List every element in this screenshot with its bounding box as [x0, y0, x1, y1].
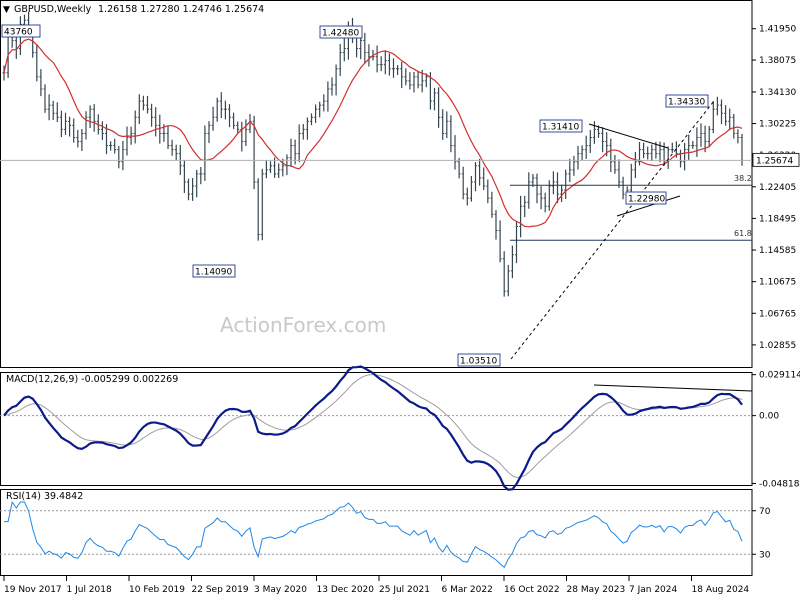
rsi-panel: [0, 500, 752, 569]
price-label-box: [319, 25, 363, 39]
price-tick-label: 1.10675: [759, 278, 796, 288]
macd-panel: [0, 365, 753, 491]
x-tick-label: 1 Jul 2018: [67, 585, 112, 595]
price-tick-label: 1.02855: [759, 341, 796, 351]
price-label-lbl_122980: 1.22980: [628, 195, 665, 205]
price-tick-label: 1.38075: [759, 56, 796, 66]
dashed-trendline: [510, 100, 715, 360]
chart-symbol: GBPUSD,Weekly: [14, 4, 92, 15]
x-tick-label: 13 Dec 2020: [317, 585, 375, 595]
panels: [0, 0, 753, 576]
price-label-lbl_131410: 1.31410: [542, 123, 579, 133]
price-tick-label: 1.18495: [759, 214, 796, 224]
rsi-label: RSI(14) 39.4842: [6, 491, 83, 502]
macd-tick-label: 0.029114: [759, 371, 800, 381]
rsi-tick-label: 70: [759, 507, 771, 517]
x-tick-label: 25 Jul 2021: [379, 585, 430, 595]
fib-382-label: 38.2: [734, 174, 752, 183]
watermark: ActionForex.com: [220, 313, 386, 337]
axes: 1.419501.380751.341301.302251.263201.224…: [3, 25, 800, 595]
price-label-box: [665, 94, 709, 108]
header-arrow-icon[interactable]: ▼: [3, 5, 10, 15]
x-tick-label: 18 Aug 2024: [692, 585, 750, 595]
price-label-lbl_114090: 1.14090: [195, 268, 232, 278]
price-label-box: [625, 191, 667, 205]
macd-label: MACD(12,26,9) -0.005299 0.002269: [6, 374, 178, 385]
price-tick-label: 1.34130: [759, 88, 796, 98]
rsi-line: [4, 500, 743, 569]
x-tick-label: 6 Mar 2022: [442, 585, 493, 595]
price-label-box: [192, 264, 236, 278]
price-label-box: [539, 119, 583, 133]
rsi-panel-frame: [0, 489, 753, 576]
moving-average-line: [3, 38, 743, 228]
x-tick-label: 3 May 2020: [254, 585, 307, 595]
price-label-box: [457, 353, 501, 367]
price-tick-label: 1.14585: [759, 246, 796, 256]
triangle-lower-line: [616, 195, 681, 217]
x-tick-label: 7 Jan 2024: [629, 585, 677, 595]
x-tick-label: 19 Nov 2017: [4, 585, 62, 595]
macd-panel-frame: [0, 372, 753, 486]
macd-tick-label: -0.048189: [759, 479, 800, 489]
price-tick-label: 1.30225: [759, 120, 796, 130]
rsi-tick-label: 30: [759, 550, 771, 560]
price-label-box: [1, 24, 41, 38]
fib-618-label: 61.8: [734, 229, 752, 238]
x-tick-label: 22 Sep 2019: [192, 585, 249, 595]
x-tick-label: 28 May 2023: [567, 585, 626, 595]
price-panel: 38.2 61.8 43760 1.42480 1.31410 1.34330 1.2298…: [0, 11, 752, 367]
price-tick-label: 1.06765: [759, 309, 796, 319]
price-panel-frame: [0, 0, 753, 368]
triangle-upper-line: [588, 123, 669, 149]
last-price-box: [752, 152, 800, 167]
chart-ohlc: 1.26158 1.27280 1.24746 1.25674: [98, 4, 264, 15]
price-label-lbl_103510: 1.03510: [460, 357, 497, 367]
x-tick-label: 10 Feb 2019: [129, 585, 185, 595]
macd-line: [3, 365, 743, 491]
macd-divergence-line: [593, 384, 753, 392]
price-label-lbl_142480: 1.42480: [322, 29, 359, 39]
price-label-lbl_143760: 43760: [4, 28, 33, 38]
price-label-lbl_134330: 1.34330: [668, 98, 705, 108]
price-tick-label: 1.41950: [759, 25, 796, 35]
macd-tick-label: 0.00: [759, 412, 779, 422]
price-tick-label: 1.22405: [759, 183, 796, 193]
last-price-label: 1.25674: [756, 156, 793, 166]
x-tick-label: 16 Oct 2022: [504, 585, 560, 595]
